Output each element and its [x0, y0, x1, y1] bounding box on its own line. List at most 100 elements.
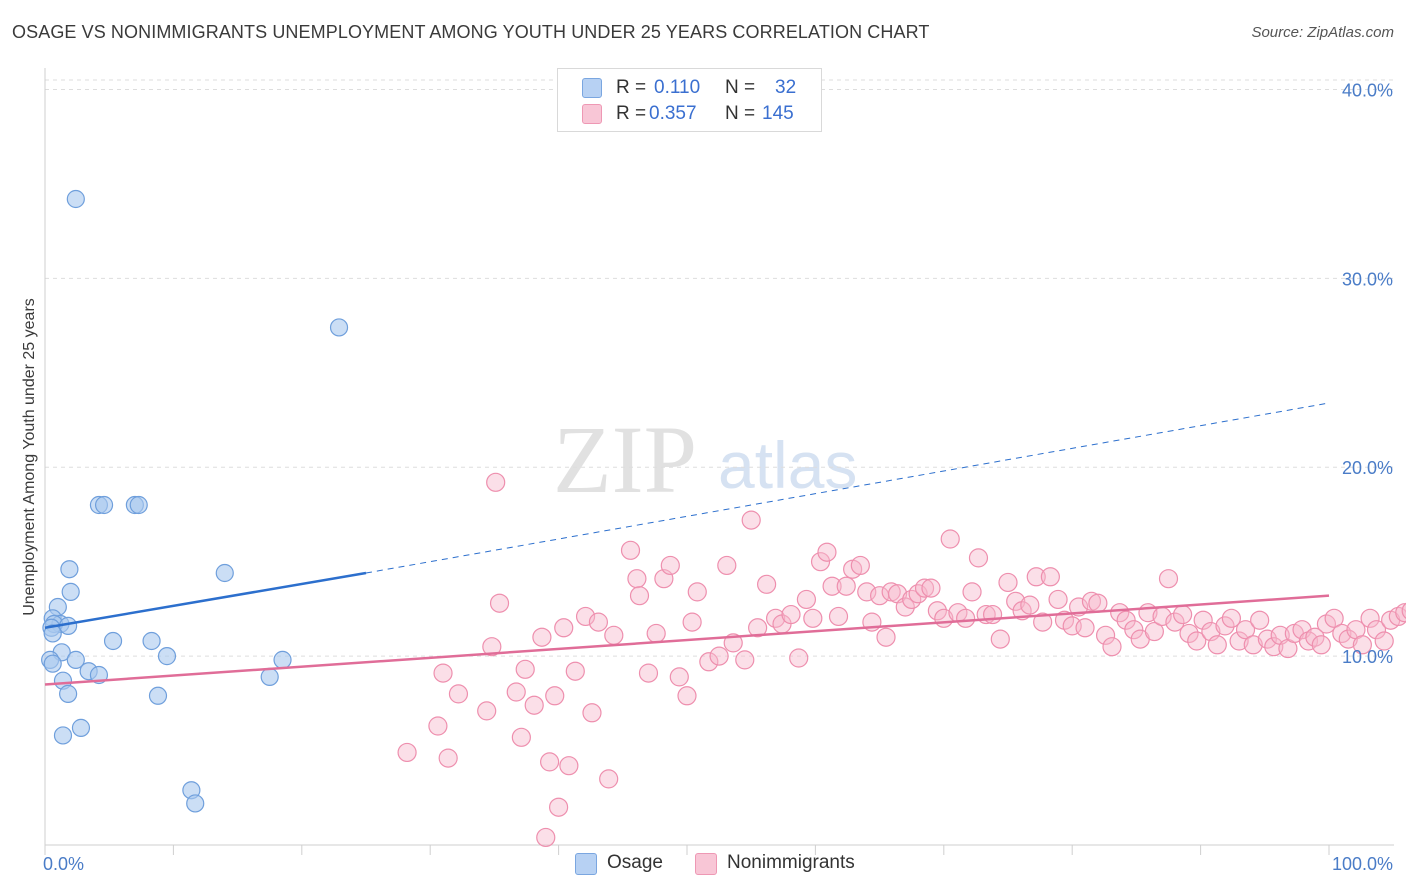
nonimmigrants-point: [548, 797, 569, 817]
nonimmigrants-point: [554, 618, 574, 638]
bottom-legend-label-osage: Osage: [607, 852, 663, 873]
nonimmigrants-point: [1250, 610, 1270, 630]
osage-point: [329, 318, 349, 337]
legend-r-label: R =: [616, 103, 647, 124]
osage-trend-line: [44, 571, 367, 630]
nonimmigrants-point: [489, 593, 510, 613]
nonimmigrants-point: [1165, 612, 1185, 632]
nonimmigrants-point: [940, 529, 960, 549]
x-tick-label-end: 100.0%: [1332, 854, 1393, 874]
nonimmigrants-point: [1110, 603, 1130, 623]
nonimmigrants-point: [620, 540, 641, 560]
nonimmigrants-point: [828, 606, 849, 627]
nonimmigrants-point: [927, 601, 947, 621]
nonimmigrants-point: [789, 648, 809, 668]
legend-r-value-nonimmigrants: 0.357: [649, 103, 697, 124]
nonimmigrants-point: [810, 552, 831, 572]
osage-point: [273, 650, 292, 669]
nonimmigrants-point: [968, 548, 989, 568]
nonimmigrants-point: [803, 608, 823, 628]
nonimmigrants-point: [1048, 589, 1068, 610]
nonimmigrants-point: [532, 627, 552, 647]
nonimmigrants-point: [1243, 635, 1263, 655]
nonimmigrants-point: [1040, 567, 1060, 587]
correlation-legend: R = 0.110 N = 32 R = 0.357 N = 145: [557, 68, 822, 132]
nonimmigrants-point: [682, 612, 702, 632]
nonimmigrants-point: [1215, 616, 1235, 636]
nonimmigrants-point: [895, 597, 915, 617]
bottom-legend-nonimmigrants: Nonimmigrants: [695, 852, 875, 876]
nonimmigrants-point: [1324, 608, 1344, 628]
nonimmigrants-point: [796, 589, 817, 610]
chart-title: OSAGE VS NONIMMIGRANTS UNEMPLOYMENT AMON…: [12, 22, 930, 42]
nonimmigrants-point: [962, 582, 982, 602]
nonimmigrants-point: [857, 582, 877, 602]
legend-n-label: N =: [725, 103, 756, 124]
nonimmigrants-point: [638, 663, 659, 683]
nonimmigrants-point: [735, 650, 755, 670]
nonimmigrants-point: [511, 727, 531, 747]
nonimmigrants-point: [921, 578, 941, 598]
nonimmigrants-point: [524, 695, 544, 715]
osage-point: [142, 631, 161, 651]
nonimmigrants-point: [646, 623, 666, 644]
nonimmigrants-point: [599, 769, 619, 789]
osage-point: [66, 650, 85, 669]
nonimmigrants-point: [1257, 629, 1277, 649]
nonimmigrants-point: [1305, 627, 1325, 647]
nonimmigrants-point: [565, 661, 585, 681]
nonimmigrants-point: [677, 686, 697, 706]
osage-point: [60, 560, 79, 579]
nonimmigrants-point: [1095, 625, 1116, 645]
watermark-zip: ZIP: [553, 406, 697, 513]
nonimmigrants-trend-line: [44, 594, 1330, 686]
nonimmigrants-point: [1033, 612, 1053, 632]
nonimmigrants-point: [876, 627, 896, 647]
nonimmigrants-point: [1173, 604, 1193, 625]
y-tick-label: 10.0%: [1342, 647, 1393, 667]
nonimmigrants-point: [1026, 567, 1046, 587]
legend-swatch-osage: [582, 78, 602, 98]
osage-point: [43, 654, 62, 673]
nonimmigrants-point: [850, 555, 870, 576]
nonimmigrants-point: [669, 667, 689, 687]
y-tick-label: 20.0%: [1342, 458, 1393, 478]
osage-series: [41, 189, 349, 813]
nonimmigrants-point: [1020, 595, 1040, 615]
nonimmigrants-point: [1075, 618, 1095, 638]
legend-r-value-osage: 0.110: [654, 77, 701, 98]
nonimmigrants-point: [1264, 637, 1284, 657]
nonimmigrants-point: [559, 756, 579, 776]
osage-point: [260, 667, 279, 686]
nonimmigrants-point: [433, 663, 453, 683]
nonimmigrants-point: [1207, 635, 1227, 655]
osage-point: [66, 189, 85, 209]
legend-swatch-nonimmigrants: [582, 104, 602, 124]
nonimmigrants-point: [1366, 620, 1387, 640]
legend-n-value-nonimmigrants: 145: [762, 103, 794, 124]
y-axis-title: Unemployment Among Youth under 25 years: [21, 298, 38, 616]
nonimmigrants-point: [741, 510, 761, 530]
osage-point: [148, 686, 168, 705]
nonimmigrants-point: [506, 682, 526, 702]
axes: [44, 68, 1394, 855]
nonimmigrants-point: [629, 586, 650, 606]
nonimmigrants-point: [540, 752, 560, 772]
nonimmigrants-point: [914, 578, 935, 598]
nonimmigrants-point: [1360, 608, 1380, 628]
nonimmigrants-point: [687, 582, 707, 602]
osage-point: [103, 631, 123, 651]
osage-point: [94, 495, 114, 515]
nonimmigrants-point: [588, 612, 609, 632]
nonimmigrants-point: [660, 555, 680, 576]
nonimmigrants-point: [717, 555, 737, 576]
bottom-legend-label-nonimmigrants: Nonimmigrants: [727, 852, 855, 873]
nonimmigrants-point: [1193, 610, 1213, 630]
legend-n-value-osage: 32: [775, 77, 797, 98]
bottom-swatch-osage: [575, 853, 597, 875]
nonimmigrants-point: [1088, 593, 1108, 613]
tick-labels: 10.0% 20.0% 30.0% 40.0% 0.0% 100.0%: [43, 80, 1393, 874]
nonimmigrants-point: [1124, 620, 1144, 640]
nonimmigrants-point: [1374, 631, 1394, 651]
nonimmigrants-point: [486, 472, 506, 492]
